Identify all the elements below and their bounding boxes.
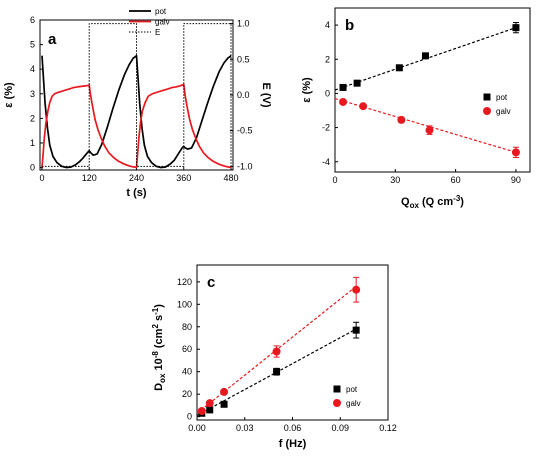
x-tick-label: 240 xyxy=(129,173,144,183)
panel-label: b xyxy=(345,17,354,34)
x-tick-label: 360 xyxy=(176,173,191,183)
legend-label: galv xyxy=(346,399,361,408)
x-tick-label: 90 xyxy=(511,175,521,185)
data-point-pot xyxy=(352,326,360,334)
x-axis-label-sup: -3 xyxy=(453,194,461,203)
series-line-galv xyxy=(41,83,232,169)
legend-label: pot xyxy=(346,385,358,394)
data-point-galv xyxy=(272,347,281,356)
y-tick-label: 0 xyxy=(30,163,35,173)
data-point-pot xyxy=(339,83,347,91)
data-point-pot xyxy=(512,24,520,32)
data-point-galv xyxy=(352,285,361,294)
y-tick-label: 3 xyxy=(30,89,35,99)
x-tick-label: 0 xyxy=(332,175,337,185)
y-tick-label: 6 xyxy=(30,15,35,25)
legend-marker-pot xyxy=(483,93,491,101)
data-point-galv xyxy=(339,97,348,106)
y-axis-label-close: ) xyxy=(153,304,165,308)
y-axis-label-sub: ox xyxy=(158,373,167,383)
legend-label: pot xyxy=(155,7,167,16)
data-point-pot xyxy=(395,64,403,72)
data-point-pot xyxy=(421,52,429,60)
y-tick-label: 20 xyxy=(182,389,192,399)
y-axis-label: ε (%) xyxy=(3,82,15,108)
y-tick-label: 5 xyxy=(30,40,35,50)
series-line-E xyxy=(42,23,232,167)
data-point-pot xyxy=(273,368,281,376)
y-tick-label: 0 xyxy=(187,412,192,422)
y-axis-label: Dox 10-8 (cm2 s-1) xyxy=(151,304,167,391)
legend-label: galv xyxy=(155,18,170,27)
x-tick-label: 0.00 xyxy=(188,423,206,433)
y-tick-label: 60 xyxy=(182,344,192,354)
data-point-galv xyxy=(425,126,434,135)
x-axis-label: f (Hz) xyxy=(279,438,307,450)
legend-label: pot xyxy=(496,93,508,102)
y2-tick-label: 0.5 xyxy=(237,54,250,64)
y-tick-label: 1 xyxy=(30,138,35,148)
x-axis-label-unit: (Q cm xyxy=(419,196,453,208)
data-point-pot xyxy=(353,79,361,87)
data-point-galv xyxy=(397,115,406,124)
panel-label: c xyxy=(207,274,215,291)
y-axis-label-mid: 10 xyxy=(153,358,165,373)
y2-tick-label: 1.0 xyxy=(237,19,250,29)
y-tick-label: 0 xyxy=(325,88,330,98)
y-tick-label: -4 xyxy=(322,157,330,167)
y-tick-label: 120 xyxy=(177,277,192,287)
y-tick-label: 2 xyxy=(325,54,330,64)
y-axis-label-mid2: s xyxy=(153,315,165,324)
x-tick-label: 480 xyxy=(224,173,239,183)
y-tick-label: 100 xyxy=(177,299,192,309)
y2-tick-label: -0.5 xyxy=(237,126,253,136)
data-point-galv xyxy=(197,407,206,416)
y2-tick-label: 0.0 xyxy=(237,90,250,100)
panel-a-line-chart: 0 120 240 360 480 0 1 2 3 4 5 6 -1.0 -0.5 0.0 0.5 1.0 t (… xyxy=(3,7,272,199)
data-point-galv xyxy=(359,102,368,111)
data-point-pot xyxy=(220,400,228,408)
x-tick-label: 120 xyxy=(82,173,97,183)
y2-axis-label: E (V) xyxy=(260,82,272,107)
legend-label: E xyxy=(155,28,160,37)
legend-label: galv xyxy=(496,107,511,116)
y-axis-label-sup3: -1 xyxy=(151,307,160,315)
y-axis-label-sup2: 2 xyxy=(151,324,160,329)
x-axis-label-sub: ox xyxy=(410,201,420,210)
data-point-galv xyxy=(220,387,229,396)
x-tick-label: 0.12 xyxy=(379,423,397,433)
y-tick-label: 2 xyxy=(30,113,35,123)
legend-marker-galv xyxy=(333,399,341,407)
x-axis-label: t (s) xyxy=(126,187,147,199)
y-axis-label-sup: -8 xyxy=(151,351,160,359)
data-point-galv xyxy=(511,148,520,157)
x-tick-label: 60 xyxy=(451,175,461,185)
y-axis-label: ε (%) xyxy=(301,77,313,103)
y2-tick-label: -1.0 xyxy=(237,161,253,171)
x-tick-label: 0 xyxy=(39,173,44,183)
data-point-pot xyxy=(206,406,214,414)
y-tick-label: -2 xyxy=(322,123,330,133)
legend-marker-pot xyxy=(333,385,341,393)
x-tick-label: 0.03 xyxy=(236,423,254,433)
panel-b-scatter-chart: 0 30 60 90 -4 -2 0 2 4 b pot galv Qox (Q cm-3) ε (%) xyxy=(301,7,531,210)
y-tick-label: 4 xyxy=(30,64,35,74)
x-axis-label: Qox (Q cm-3) xyxy=(401,194,464,210)
y-tick-label: 80 xyxy=(182,322,192,332)
panel-label: a xyxy=(48,31,57,48)
y-axis-label-unit: (cm xyxy=(153,328,165,351)
x-tick-label: 0.09 xyxy=(331,423,349,433)
x-axis-label-main: Q xyxy=(401,196,410,208)
legend-marker-galv xyxy=(483,107,491,115)
y-tick-label: 40 xyxy=(182,367,192,377)
x-axis-label-close: ) xyxy=(460,196,464,208)
x-tick-label: 0.06 xyxy=(284,423,302,433)
panel-c-scatter-chart: 0.00 0.03 0.06 0.09 0.12 0 20 40 60 80 100 120 c pot g… xyxy=(151,264,397,450)
x-tick-label: 30 xyxy=(390,175,400,185)
y-tick-label: 4 xyxy=(325,20,330,30)
data-point-galv xyxy=(205,399,214,408)
y-axis-label-main: D xyxy=(153,383,165,391)
